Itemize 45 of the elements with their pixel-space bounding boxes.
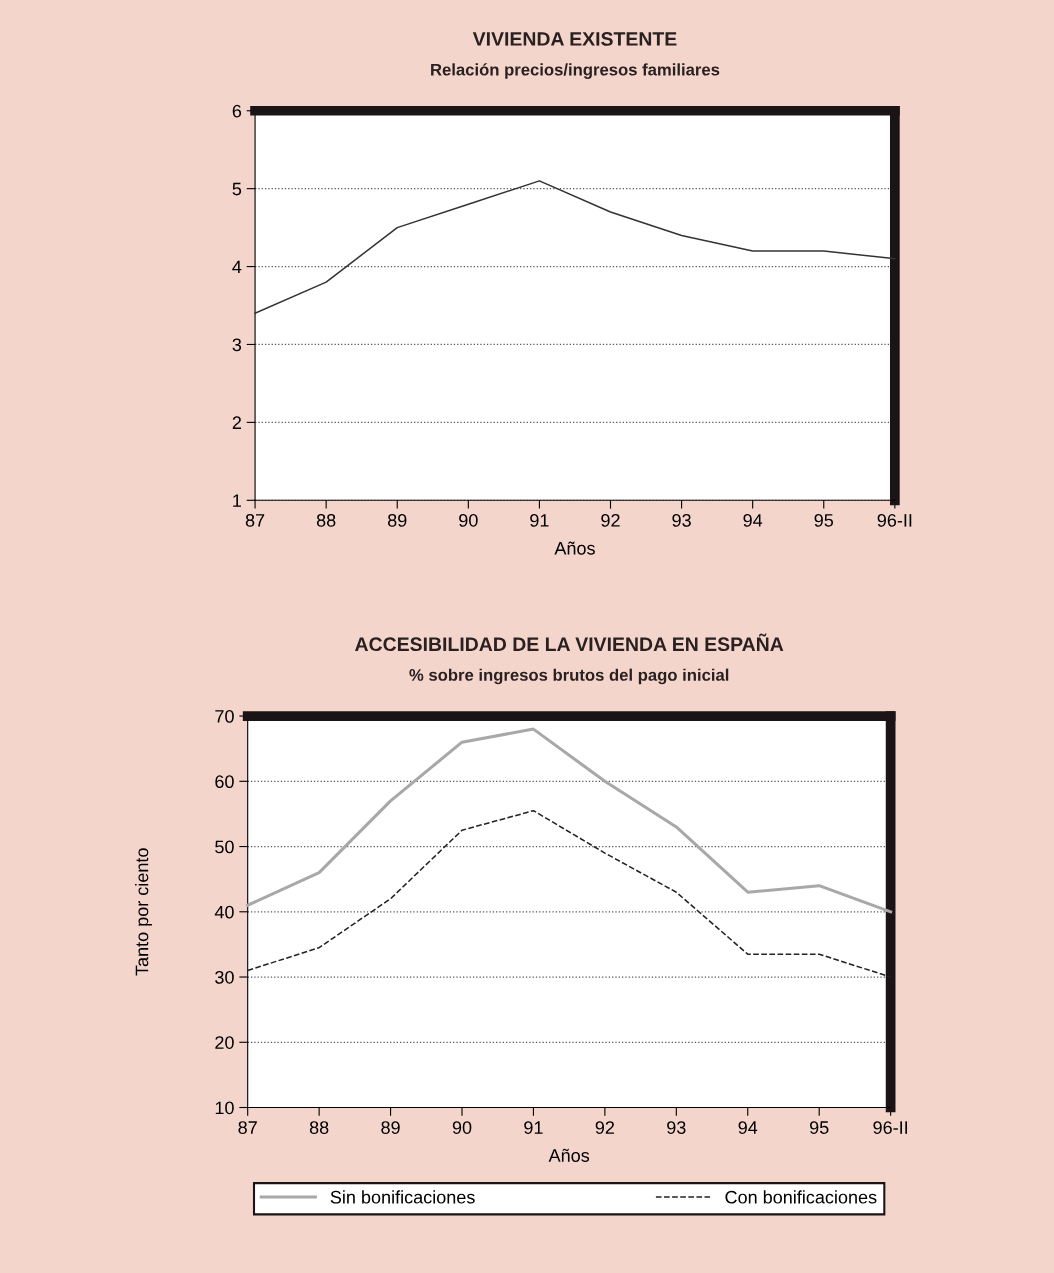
x-tick-label: 93 (672, 513, 691, 527)
x-tick-label: 90 (452, 1121, 472, 1134)
x-tick-label: 91 (524, 1121, 543, 1134)
x-axis-title: Años (554, 541, 595, 555)
x-tick-label: 96-II (877, 513, 912, 527)
x-tick-label: 89 (387, 513, 407, 527)
y-tick-label: 30 (215, 970, 234, 984)
line-series (246, 809, 892, 978)
x-axis-title: Años (548, 1148, 590, 1162)
x-tick-label: 88 (316, 513, 336, 527)
x-tick-label: 94 (743, 513, 763, 527)
y-tick-label: 4 (232, 260, 242, 274)
y-tick-label: 20 (215, 1036, 234, 1049)
y-tick-label: 50 (215, 840, 234, 854)
x-tick-label: 92 (601, 513, 620, 527)
y-tick-label: 70 (215, 710, 234, 723)
x-tick-label: 93 (667, 1121, 686, 1134)
y-tick-label: 10 (215, 1101, 234, 1115)
x-tick-label: 90 (459, 513, 478, 527)
x-tick-label: 94 (738, 1121, 758, 1134)
chart-subtitle: Relación precios/ingresos familiares (431, 63, 720, 79)
line-series (246, 727, 893, 914)
x-tick-label: 96-II (873, 1121, 908, 1134)
x-tick-label: 95 (814, 513, 834, 527)
x-tick-label: 87 (238, 1121, 257, 1134)
x-tick-label: 87 (245, 513, 265, 527)
y-tick-label: 5 (232, 182, 242, 196)
chart-title: ACCESIBILIDAD DE LA VIVIENDA EN ESPAÑA (355, 633, 784, 652)
y-tick-label: 6 (232, 104, 242, 118)
y-tick-label: 40 (214, 905, 234, 919)
x-tick-label: 95 (810, 1121, 829, 1134)
legend-label: Con bonificaciones (725, 1190, 877, 1204)
legend-label: Sin bonificaciones (330, 1190, 475, 1204)
x-tick-label: 92 (595, 1121, 615, 1134)
x-tick-label: 88 (309, 1121, 329, 1134)
y-tick-label: 3 (232, 338, 242, 352)
y-tick-label: 1 (233, 494, 241, 507)
y-tick-label: 2 (232, 416, 241, 429)
y-tick-label: 60 (215, 775, 234, 789)
x-tick-label: 91 (530, 513, 549, 527)
x-tick-label: 89 (381, 1121, 400, 1134)
line-series (254, 180, 896, 315)
chart-title: VIVIENDA EXISTENTE (472, 32, 677, 46)
chart-subtitle: % sobre ingresos brutos del pago inicial (409, 668, 729, 685)
y-axis-title: Tanto por ciento (135, 848, 152, 976)
